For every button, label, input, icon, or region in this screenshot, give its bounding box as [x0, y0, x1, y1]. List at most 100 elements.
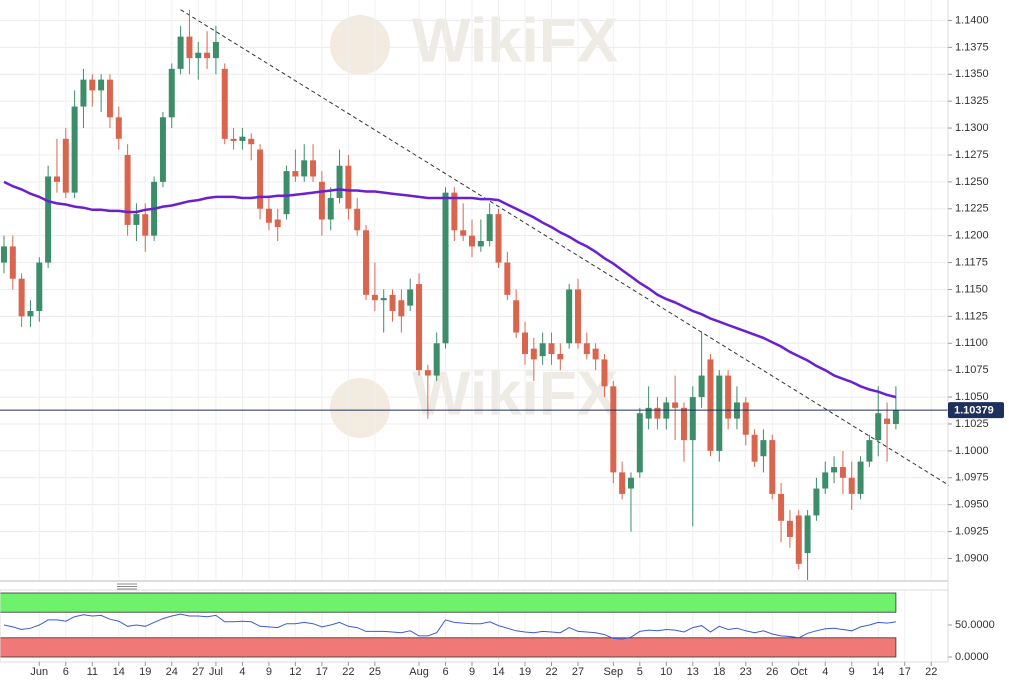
candle-body — [566, 289, 573, 344]
candle-body — [142, 214, 149, 236]
x-tick-label: 9 — [849, 666, 855, 678]
candle-body — [80, 79, 87, 107]
candle-body — [53, 176, 60, 182]
candle-body — [486, 214, 493, 242]
x-tick-label: 9 — [266, 666, 272, 678]
indicator-tick-label: 0.0000 — [955, 651, 989, 663]
candle-body — [716, 375, 723, 451]
axes: 1.0900 1.0925 1.0950 1.0975 1.1000 1.1025 1.10… — [30, 14, 1004, 678]
y-tick-label: 1.1125 — [955, 310, 988, 322]
candle-body — [407, 289, 414, 306]
candle-body — [106, 79, 113, 118]
candle-body — [654, 407, 661, 419]
indicator-line — [3, 613, 896, 640]
candle-body — [804, 515, 811, 554]
candle-body — [548, 343, 555, 355]
candle-body — [36, 262, 43, 311]
candle-body — [292, 171, 299, 177]
candle-body — [831, 467, 838, 473]
candle-body — [115, 117, 122, 139]
candle-body — [98, 79, 105, 91]
candle-body — [574, 289, 581, 344]
candle-body — [469, 235, 476, 247]
watermark: WikiFX — [412, 359, 618, 428]
candle-body — [619, 472, 626, 494]
candle-body — [839, 467, 846, 478]
candle-body — [168, 68, 175, 118]
candle-body — [62, 138, 69, 193]
candle-body — [451, 192, 458, 231]
candle-body — [71, 106, 78, 193]
candle-body — [592, 348, 599, 360]
x-tick-label: 14 — [872, 666, 884, 678]
upper-band — [0, 592, 897, 613]
candle-body — [557, 354, 564, 360]
candle-body — [354, 208, 361, 231]
candle-body — [530, 348, 537, 360]
watermark: WikiFX — [412, 6, 618, 75]
x-tick-label: 27 — [572, 666, 584, 678]
candle-body — [875, 413, 882, 441]
x-tick-label: 17 — [316, 666, 328, 678]
candle-body — [248, 138, 255, 145]
marks — [0, 9, 950, 580]
x-tick-label: 19 — [139, 666, 151, 678]
candle-body — [610, 386, 617, 473]
x-tick-label: 24 — [166, 666, 178, 678]
y-tick-label: 1.1025 — [955, 418, 989, 430]
x-tick-label: 6 — [63, 666, 69, 678]
candle-body — [389, 294, 396, 311]
x-tick-label: 27 — [192, 666, 204, 678]
candle-body — [866, 440, 873, 462]
y-tick-label: 1.0900 — [955, 552, 989, 564]
x-tick-label: 4 — [239, 666, 245, 678]
candle-body — [689, 397, 696, 441]
x-tick-label: 12 — [289, 666, 301, 678]
candle-body — [539, 343, 546, 357]
last-price-label: 1.10379 — [954, 404, 994, 416]
candle-body — [89, 79, 96, 91]
candle-body — [336, 165, 343, 198]
candle-body — [9, 246, 16, 279]
candle-body — [124, 154, 131, 225]
x-tick-label: 18 — [713, 666, 725, 678]
candle-body — [424, 370, 431, 376]
y-tick-label: 1.1150 — [955, 283, 988, 295]
candle-body — [380, 298, 387, 301]
trendline — [180, 9, 950, 486]
candle-body — [221, 68, 228, 139]
lower-band — [0, 637, 897, 658]
candle-body — [274, 219, 281, 228]
y-tick-label: 1.1200 — [955, 230, 989, 242]
candle-body — [442, 192, 449, 344]
candle-body — [345, 165, 352, 209]
candle-body — [477, 241, 484, 247]
candle-body — [159, 117, 166, 182]
candle-body — [601, 359, 608, 387]
x-tick-label: 17 — [899, 666, 911, 678]
candle-body — [398, 300, 405, 317]
y-tick-label: 1.1275 — [955, 149, 989, 161]
candle-body — [239, 136, 246, 141]
candle-body — [27, 310, 34, 317]
panel-handle — [117, 583, 137, 590]
candle-body — [778, 493, 785, 521]
candle-body — [857, 461, 864, 494]
x-tick-label: Jul — [209, 666, 223, 678]
y-tick-label: 1.1100 — [955, 337, 988, 349]
candle-body — [230, 138, 237, 141]
candle-body — [371, 294, 378, 301]
candle-body — [257, 149, 264, 209]
candle-body — [760, 440, 767, 457]
candle-body — [265, 208, 272, 223]
x-tick-label: 26 — [766, 666, 778, 678]
x-tick-label: 10 — [660, 666, 672, 678]
y-tick-label: 1.1050 — [955, 391, 989, 403]
x-tick-label: 11 — [87, 666, 98, 678]
candle-body — [848, 477, 855, 494]
y-tick-label: 1.1400 — [955, 14, 989, 26]
y-tick-label: 1.1075 — [955, 364, 989, 376]
x-tick-label: 22 — [925, 666, 937, 678]
y-tick-label: 1.0925 — [955, 525, 989, 537]
x-tick-label: Aug — [409, 666, 429, 678]
